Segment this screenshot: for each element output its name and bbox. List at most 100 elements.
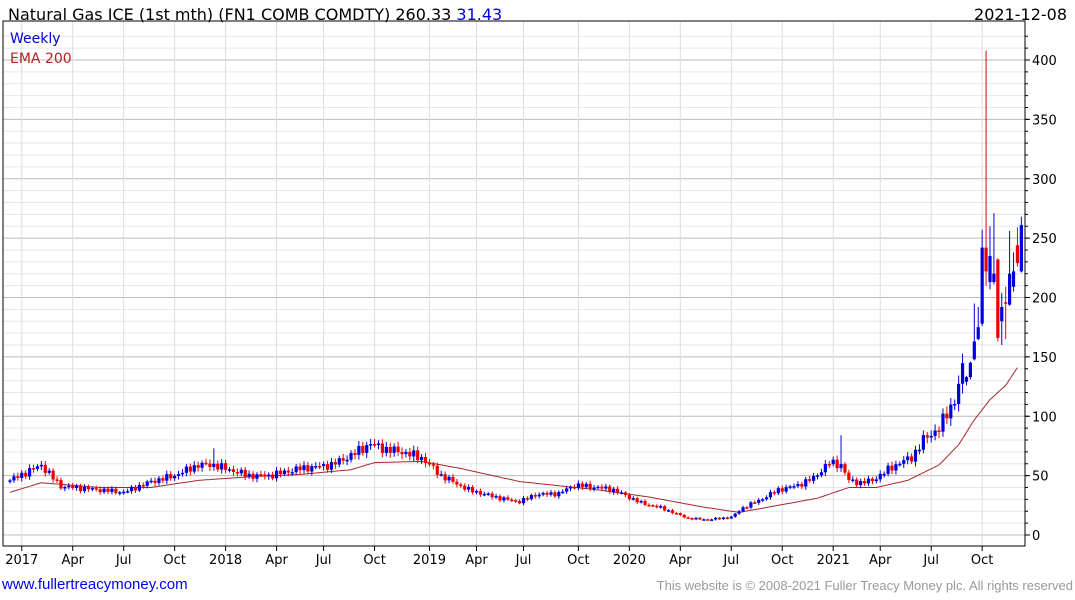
candle-body [957, 383, 961, 404]
candle-body [408, 451, 412, 457]
candle [847, 469, 851, 484]
candle [463, 483, 467, 492]
candle-body [635, 498, 639, 503]
candle-body [396, 446, 400, 453]
candle [839, 435, 843, 472]
candle-body [651, 505, 655, 507]
candle-body [737, 511, 741, 514]
candle-body [659, 506, 663, 508]
candle-body [902, 460, 906, 464]
candle [878, 470, 882, 483]
candle-body [576, 483, 580, 488]
candle [953, 399, 957, 411]
candle-body [357, 446, 361, 455]
candle [267, 472, 271, 480]
candle [286, 466, 290, 477]
x-tick-label: Apr [465, 553, 488, 568]
candle-body [118, 492, 122, 494]
candle-body [110, 488, 114, 492]
candle-body [106, 488, 110, 492]
candle [886, 462, 890, 477]
candle-body [568, 487, 573, 489]
y-tick-label: 300 [1032, 173, 1057, 188]
candle-body [341, 458, 345, 461]
candle [843, 462, 847, 475]
candle-body [608, 486, 612, 493]
candle [259, 470, 263, 477]
candle [706, 518, 710, 521]
site-link[interactable]: www.fullertreacymoney.com [2, 576, 188, 593]
ema-200-line [9, 367, 1018, 513]
candle [725, 516, 729, 520]
candle-body [1011, 271, 1016, 287]
candle [815, 473, 820, 480]
candle [247, 470, 251, 480]
x-tick-label: Jul [722, 553, 739, 568]
candle-body [216, 463, 220, 470]
candle [255, 472, 259, 483]
candle-body [545, 492, 549, 495]
candle [59, 477, 63, 491]
candle [282, 468, 286, 476]
candle [400, 447, 404, 460]
candle-body [47, 470, 51, 473]
candle [365, 441, 369, 459]
candle-body [224, 463, 228, 470]
candle [126, 488, 130, 494]
x-tick-label: Oct [363, 553, 385, 568]
candle-body [514, 500, 518, 502]
candle [894, 460, 898, 475]
candle-body [788, 486, 792, 488]
candle [220, 459, 224, 474]
candle-body [310, 466, 314, 472]
candle [529, 493, 533, 501]
candle-body [823, 464, 827, 473]
candle [251, 470, 255, 482]
candle [721, 516, 726, 520]
candle-body [525, 498, 530, 500]
candle [1011, 252, 1016, 292]
candle-body [361, 446, 365, 453]
candle-body [67, 485, 71, 488]
candle-body [572, 487, 577, 489]
candle [35, 464, 40, 472]
candle-body [98, 489, 102, 493]
candle-body [764, 497, 769, 500]
candle [482, 491, 486, 497]
candle-body [443, 474, 447, 481]
candle [510, 497, 514, 503]
x-tick-label: Jul [315, 553, 332, 568]
candle [8, 478, 12, 484]
candle-body [623, 492, 628, 496]
x-tick-label: 2019 [413, 553, 446, 568]
candle-body [964, 377, 969, 382]
legend-weekly: Weekly [10, 31, 61, 47]
candle [216, 460, 220, 472]
candle-body [498, 496, 502, 501]
candle-body [808, 479, 812, 481]
candle [784, 484, 788, 494]
candle [972, 303, 976, 361]
candle-body [75, 485, 79, 489]
candle-body [588, 483, 592, 489]
candle [800, 481, 804, 490]
candle [325, 460, 330, 473]
candle [408, 447, 412, 461]
candle [196, 461, 200, 472]
candle-body [557, 492, 561, 497]
candle-body [776, 488, 780, 494]
candle-body [28, 468, 32, 477]
candle [478, 488, 482, 498]
candle-body [431, 464, 435, 466]
candle [964, 375, 969, 386]
candle-body [929, 435, 933, 438]
candle-body [631, 498, 635, 500]
candle [596, 485, 600, 490]
candle [949, 398, 953, 427]
candle [968, 361, 972, 380]
candle [165, 470, 169, 485]
candle-body [933, 430, 937, 436]
candle-body [647, 504, 651, 507]
candle [392, 443, 396, 457]
candle-body [318, 466, 322, 468]
